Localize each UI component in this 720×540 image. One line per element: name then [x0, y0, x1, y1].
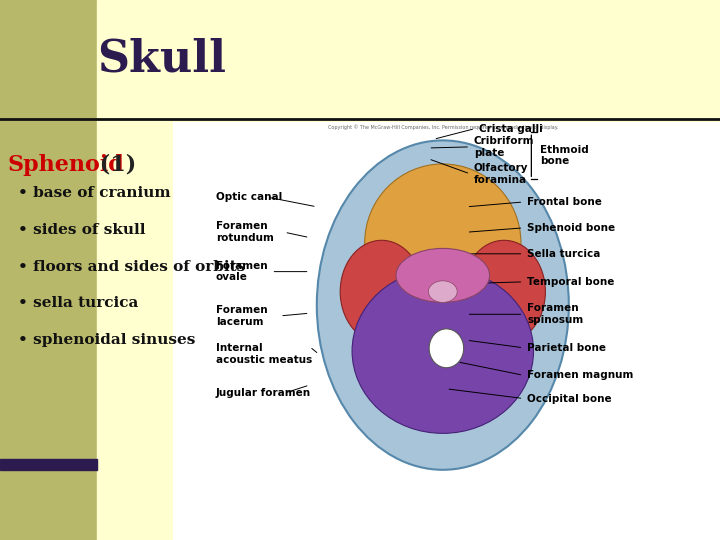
Ellipse shape: [396, 248, 490, 302]
Bar: [97, 0, 720, 540]
Ellipse shape: [365, 164, 521, 322]
Text: Foramen
spinosum: Foramen spinosum: [527, 303, 583, 325]
Text: Copyright © The McGraw-Hill Companies, Inc. Permission required for reproduction: Copyright © The McGraw-Hill Companies, I…: [328, 124, 558, 130]
Text: Crista galli: Crista galli: [479, 124, 543, 133]
Text: Foramen
ovale: Foramen ovale: [216, 261, 268, 282]
Bar: [0, 0, 97, 540]
Text: Temporal bone: Temporal bone: [527, 277, 614, 287]
Text: Sella turcica: Sella turcica: [527, 249, 600, 259]
Ellipse shape: [341, 240, 423, 343]
Ellipse shape: [462, 240, 546, 343]
Text: • sides of skull: • sides of skull: [18, 223, 145, 237]
Ellipse shape: [352, 268, 534, 433]
Text: Foramen
lacerum: Foramen lacerum: [216, 305, 268, 327]
Text: Sphenoid: Sphenoid: [7, 154, 124, 176]
Text: • base of cranium: • base of cranium: [18, 186, 171, 200]
Text: Olfactory
foramina: Olfactory foramina: [474, 163, 528, 185]
Bar: [173, 122, 720, 540]
Ellipse shape: [429, 329, 464, 368]
Text: Foramen
rotundum: Foramen rotundum: [216, 221, 274, 243]
Text: • sphenoidal sinuses: • sphenoidal sinuses: [18, 333, 195, 347]
Text: Internal
acoustic meatus: Internal acoustic meatus: [216, 343, 312, 365]
Text: Frontal bone: Frontal bone: [527, 197, 602, 207]
Text: Optic canal: Optic canal: [216, 192, 282, 202]
Bar: [0, 459, 97, 470]
Text: Skull: Skull: [97, 38, 226, 81]
Text: Occipital bone: Occipital bone: [527, 394, 612, 403]
Text: • sella turcica: • sella turcica: [18, 296, 138, 310]
Text: Parietal bone: Parietal bone: [527, 343, 606, 353]
Text: Sphenoid bone: Sphenoid bone: [527, 223, 615, 233]
Text: • floors and sides of orbits: • floors and sides of orbits: [18, 260, 246, 274]
Text: (1): (1): [92, 154, 136, 176]
Text: Jugular foramen: Jugular foramen: [216, 388, 311, 398]
Text: Ethmoid
bone: Ethmoid bone: [540, 145, 589, 166]
Ellipse shape: [317, 140, 569, 470]
Text: Cribriform
plate: Cribriform plate: [474, 136, 534, 158]
Text: Foramen magnum: Foramen magnum: [527, 370, 634, 380]
Ellipse shape: [428, 281, 457, 302]
